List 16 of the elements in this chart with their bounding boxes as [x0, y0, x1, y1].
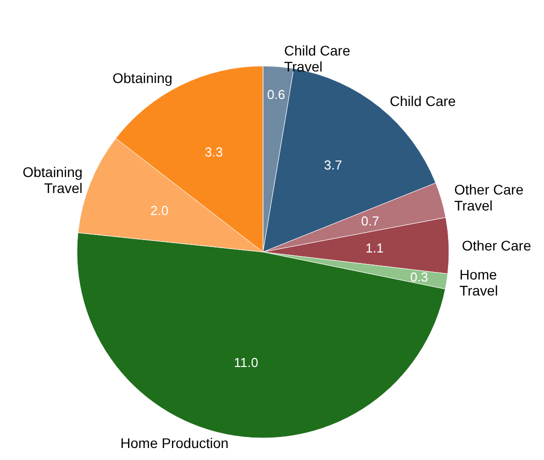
data-label: 3.3	[204, 144, 223, 160]
slice-label: Child Care Travel	[284, 42, 350, 75]
slice-label: Other Care Travel	[454, 182, 524, 214]
slice-label: Child Care	[390, 92, 456, 109]
data-label: 3.7	[324, 158, 342, 173]
slice-label: Home Travel	[460, 266, 498, 299]
slice-label: Obtaining	[112, 70, 172, 86]
data-label: 0.3	[410, 270, 428, 285]
slice-label: Other Care	[462, 237, 532, 254]
data-label: 0.6	[267, 86, 286, 102]
data-label: 11.0	[234, 354, 258, 370]
data-label: 0.7	[361, 213, 380, 228]
data-label: 1.1	[365, 240, 384, 256]
data-label: 2.0	[150, 203, 168, 218]
slice-label: Obtaining Travel	[22, 164, 83, 196]
slice-label: Home Production	[120, 435, 229, 451]
